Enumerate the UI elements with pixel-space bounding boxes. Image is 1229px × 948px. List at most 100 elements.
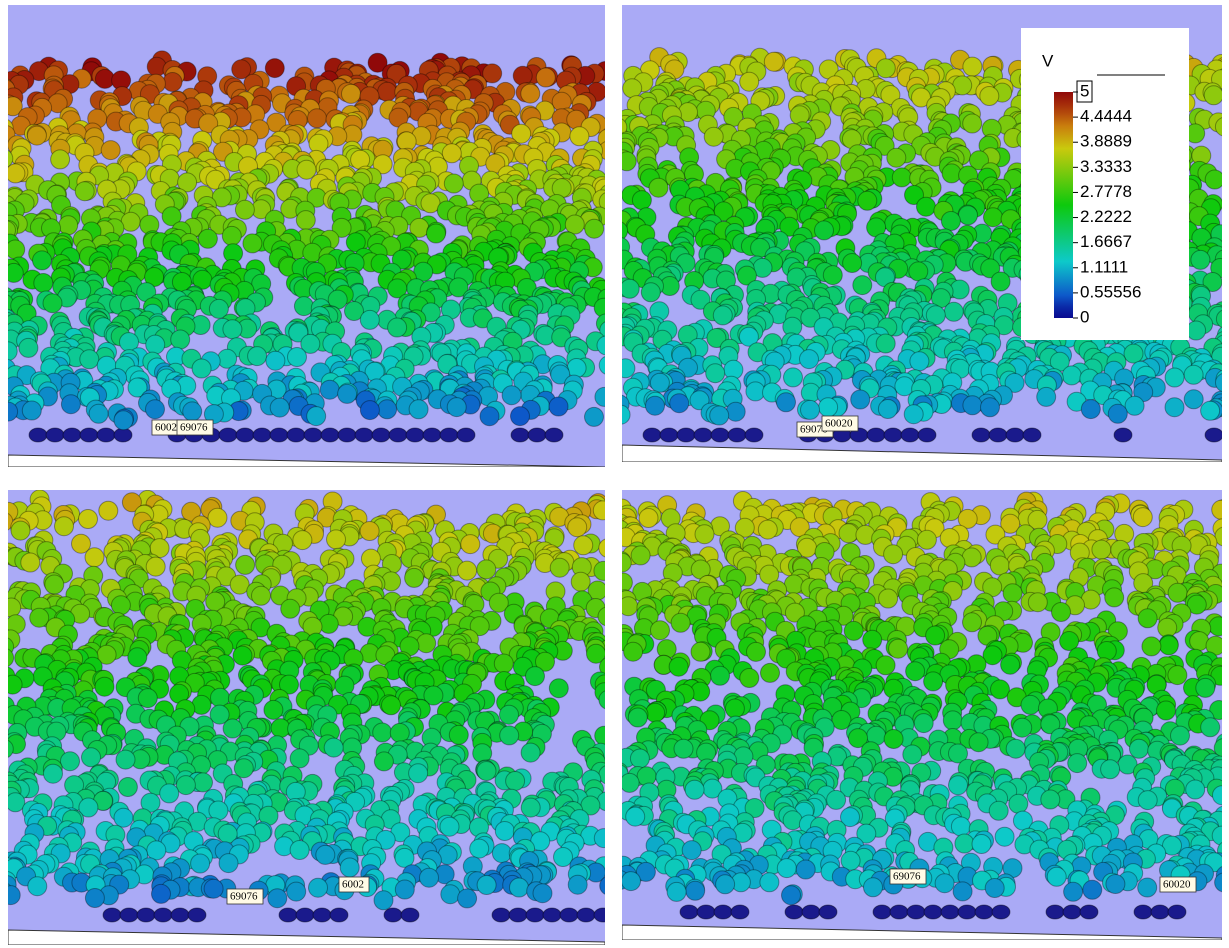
floor-particle — [137, 908, 155, 922]
particle — [596, 314, 615, 333]
particle — [382, 696, 401, 715]
particle — [114, 411, 133, 430]
particle — [1105, 588, 1124, 607]
particle — [3, 675, 22, 694]
floor-particle — [279, 908, 297, 922]
particle — [521, 798, 540, 817]
floor-particle — [989, 428, 1007, 442]
floor-particle — [1205, 428, 1223, 442]
particle — [889, 639, 908, 658]
particle — [287, 882, 306, 901]
particle — [360, 310, 379, 329]
particle — [631, 546, 650, 565]
particle — [21, 553, 40, 572]
particle — [1133, 508, 1152, 527]
particle — [823, 266, 842, 285]
particle — [6, 793, 25, 812]
floor-particle — [236, 428, 254, 442]
floor-particle — [694, 428, 712, 442]
floor-particle — [1080, 905, 1098, 919]
particle — [114, 808, 133, 827]
floor-particle — [731, 905, 749, 919]
particle — [639, 509, 658, 528]
floor-particle — [785, 905, 803, 919]
particle — [906, 662, 925, 681]
floor-particle — [389, 428, 407, 442]
panel: 690766002 — [0, 490, 619, 945]
floor-particle — [924, 905, 942, 919]
figure: 60026907669076600206907660026907660020V5… — [0, 0, 1229, 948]
floor-particle — [680, 905, 698, 919]
particle — [209, 801, 228, 820]
particle — [878, 400, 897, 419]
particle — [594, 561, 613, 580]
particle — [710, 406, 729, 425]
particle — [191, 854, 210, 873]
particle — [599, 539, 618, 558]
particle — [691, 642, 710, 661]
particle — [30, 608, 49, 627]
particle — [980, 87, 999, 106]
particle — [554, 848, 573, 867]
particle — [360, 522, 379, 541]
particle — [270, 398, 289, 417]
particle — [1212, 500, 1229, 519]
particle — [500, 726, 519, 745]
particle — [549, 397, 568, 416]
floor-particle — [406, 428, 424, 442]
floor-particle — [543, 908, 561, 922]
particle — [59, 216, 78, 235]
particle — [319, 614, 338, 633]
particle — [1159, 636, 1178, 655]
floor-particle — [97, 428, 115, 442]
floor-particle — [972, 428, 990, 442]
particle — [4, 263, 23, 282]
particle — [819, 398, 838, 417]
floor-particle — [188, 908, 206, 922]
floor-particle — [594, 908, 612, 922]
floor-particle — [745, 428, 763, 442]
particle — [574, 536, 593, 555]
floor-particle — [1114, 428, 1132, 442]
particle — [85, 548, 104, 567]
particle — [981, 398, 1000, 417]
particle — [650, 373, 669, 392]
particle — [427, 224, 446, 243]
particle — [758, 520, 777, 539]
floor-particle — [338, 428, 356, 442]
particle — [568, 875, 587, 894]
particle — [327, 530, 346, 549]
particle — [858, 191, 877, 210]
particle — [609, 221, 628, 240]
floor-particle — [728, 428, 746, 442]
particle — [61, 395, 80, 414]
particle — [624, 642, 643, 661]
particle — [101, 141, 120, 160]
particle — [171, 330, 190, 349]
particle — [138, 689, 157, 708]
particle — [1108, 404, 1127, 423]
particle — [477, 876, 496, 895]
particle — [959, 206, 978, 225]
particle — [506, 772, 525, 791]
particle-label: 6002 — [155, 422, 177, 434]
particle — [417, 634, 436, 653]
particle — [623, 79, 642, 98]
particle — [233, 646, 252, 665]
particle — [248, 347, 267, 366]
particle — [360, 401, 379, 420]
particle — [641, 283, 660, 302]
particle — [521, 743, 540, 762]
floor-particle — [901, 428, 919, 442]
floor-particle — [918, 428, 936, 442]
particle — [85, 889, 104, 908]
floor-particle — [492, 908, 510, 922]
particle — [1028, 593, 1047, 612]
particle — [706, 364, 725, 383]
particle — [494, 654, 513, 673]
floor-particle — [714, 905, 732, 919]
particle — [6, 164, 25, 183]
particle — [378, 82, 397, 101]
particle — [388, 318, 407, 337]
particle — [941, 212, 960, 231]
